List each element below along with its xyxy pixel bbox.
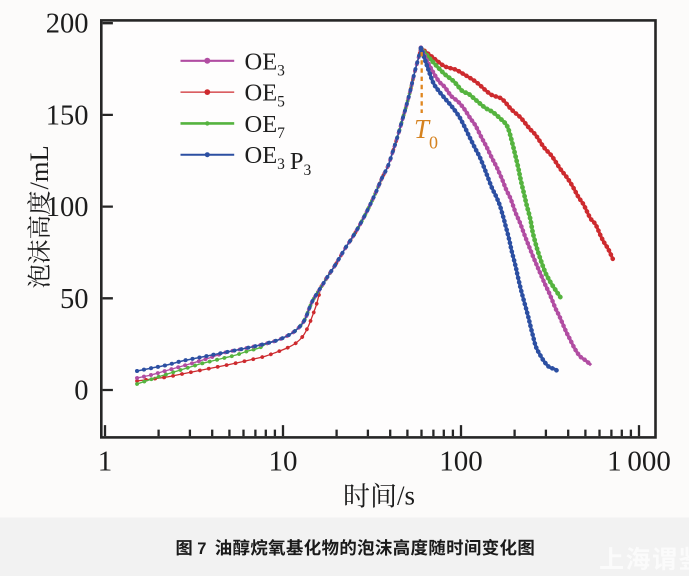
svg-text:OE5: OE5 [245, 80, 286, 111]
svg-text:10: 10 [269, 446, 298, 478]
svg-text:OE7: OE7 [245, 111, 286, 142]
svg-text:0: 0 [74, 376, 88, 407]
svg-text:100: 100 [46, 192, 89, 223]
svg-text:200: 200 [46, 9, 89, 40]
svg-text:OE3 P3: OE3 P3 [245, 142, 312, 179]
svg-text:7: 7 [197, 540, 206, 558]
svg-text:50: 50 [60, 284, 89, 315]
svg-text:150: 150 [46, 100, 89, 131]
svg-text:T: T [414, 114, 431, 144]
svg-text:1: 1 [98, 446, 113, 478]
svg-text:OE3: OE3 [245, 48, 286, 79]
svg-text:100: 100 [439, 446, 483, 478]
svg-text:0: 0 [429, 133, 438, 153]
svg-text:/s: /s [397, 481, 415, 511]
svg-text:/mL: /mL [24, 145, 54, 189]
svg-text:1 000: 1 000 [607, 446, 671, 478]
